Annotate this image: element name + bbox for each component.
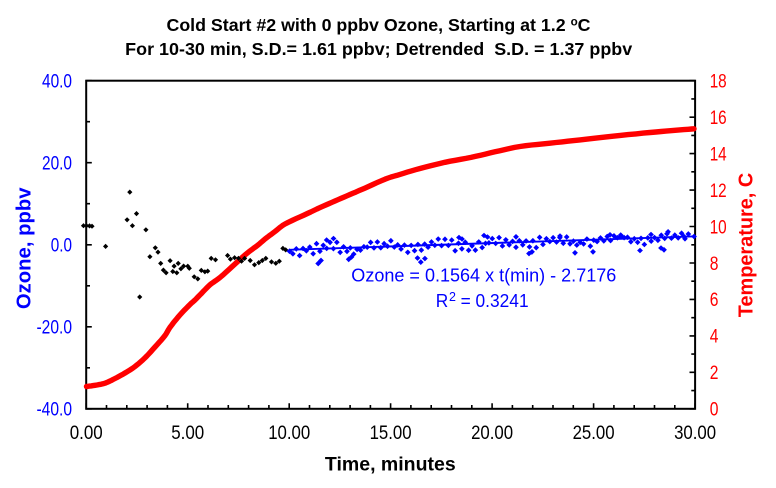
svg-text:Ozone, ppbv: Ozone, ppbv — [13, 187, 35, 309]
svg-text:R: R — [436, 291, 449, 311]
svg-text:16: 16 — [710, 108, 727, 129]
svg-text:Ozone = 0.1564 x t(min) - 2.71: Ozone = 0.1564 x t(min) - 2.7176 — [351, 265, 616, 285]
svg-text:Cold Start #2 with 0 ppbv Ozon: Cold Start #2 with 0 ppbv Ozone, Startin… — [166, 15, 590, 35]
svg-text:6: 6 — [710, 290, 719, 311]
svg-text:-20.0: -20.0 — [37, 318, 73, 339]
svg-text:25.00: 25.00 — [573, 423, 615, 444]
svg-text:30.00: 30.00 — [674, 423, 716, 444]
svg-text:0.0: 0.0 — [51, 236, 72, 257]
svg-text:0: 0 — [710, 400, 719, 421]
svg-text:8: 8 — [710, 254, 719, 275]
svg-text:40.0: 40.0 — [42, 72, 72, 93]
svg-text:= 0.3241: = 0.3241 — [461, 291, 529, 311]
svg-text:2: 2 — [710, 363, 719, 384]
svg-text:Time, minutes: Time, minutes — [325, 453, 456, 475]
svg-text:20.0: 20.0 — [42, 154, 72, 175]
svg-text:-40.0: -40.0 — [37, 400, 73, 421]
svg-text:0.00: 0.00 — [70, 423, 103, 444]
svg-text:Temperature, C: Temperature, C — [735, 173, 757, 317]
svg-text:14: 14 — [710, 144, 727, 165]
svg-text:10: 10 — [710, 217, 727, 238]
svg-text:4: 4 — [710, 327, 719, 348]
svg-text:15.00: 15.00 — [370, 423, 412, 444]
svg-text:18: 18 — [710, 72, 727, 93]
svg-text:20.00: 20.00 — [471, 423, 513, 444]
svg-text:5.00: 5.00 — [171, 423, 204, 444]
svg-text:10.00: 10.00 — [268, 423, 310, 444]
svg-text:2: 2 — [449, 290, 456, 304]
svg-text:12: 12 — [710, 181, 727, 202]
svg-text:For 10-30 min, S.D.= 1.61 ppbv: For 10-30 min, S.D.= 1.61 ppbv; Detrende… — [125, 39, 632, 59]
